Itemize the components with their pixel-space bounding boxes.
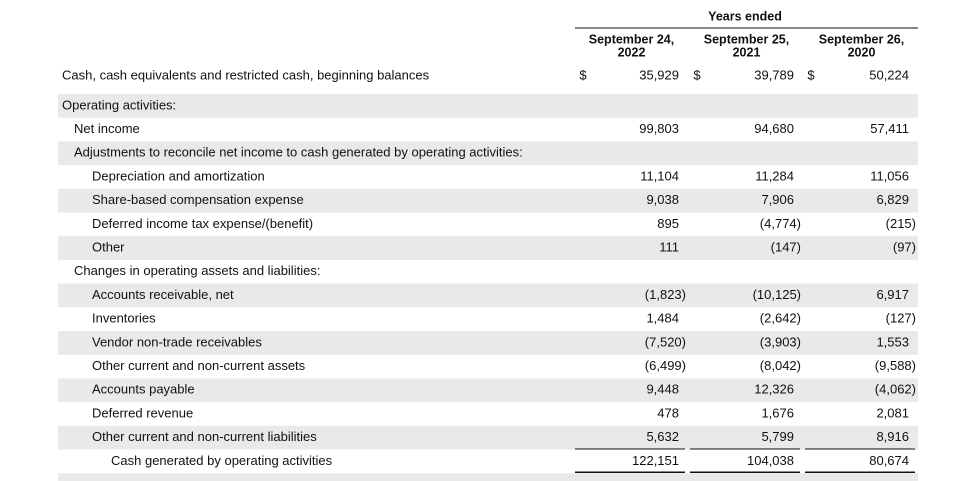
cell-value: (97) xyxy=(893,239,916,254)
cell-value: 104,038 xyxy=(747,453,794,468)
cell-value: 11,104 xyxy=(640,168,679,183)
cell-value: (8,042) xyxy=(760,358,801,373)
row-label: Operating activities: xyxy=(62,97,176,112)
cell-value: (1,823) xyxy=(645,287,686,302)
cell-value: 1,553 xyxy=(876,334,909,349)
cell-value: 111 xyxy=(659,239,679,254)
row-shade xyxy=(58,94,918,118)
row-label: Depreciation and amortization xyxy=(92,168,265,183)
row-label: Inventories xyxy=(92,311,156,326)
cell-value: 1,676 xyxy=(761,405,794,420)
cell-value: (9,588) xyxy=(875,358,916,373)
cell-value: (127) xyxy=(886,311,916,326)
row-shade xyxy=(58,283,918,308)
cell-value: 1,484 xyxy=(646,311,679,326)
cell-value: 11,284 xyxy=(755,168,794,183)
cell-value: 122,151 xyxy=(632,453,679,468)
currency-symbol: $ xyxy=(693,67,701,82)
cell-value: (2,642) xyxy=(760,311,801,326)
header-title: Years ended xyxy=(708,9,782,23)
row-label: Vendor non-trade receivables xyxy=(92,334,262,349)
row-shade xyxy=(58,473,918,481)
cell-value: 8,916 xyxy=(876,429,909,444)
cell-value: 11,056 xyxy=(870,168,909,183)
row-label: Accounts receivable, net xyxy=(92,287,234,302)
cell-value: (147) xyxy=(771,239,801,254)
cell-value: 5,632 xyxy=(646,429,679,444)
column-header: 2020 xyxy=(848,45,876,59)
cell-value: 80,674 xyxy=(869,453,909,468)
row-label: Adjustments to reconcile net income to c… xyxy=(74,145,523,160)
row-label: Changes in operating assets and liabilit… xyxy=(74,263,320,278)
row-shade xyxy=(58,425,918,450)
column-header: 2022 xyxy=(618,45,646,59)
cell-value: 50,224 xyxy=(869,67,909,82)
row-label: Net income xyxy=(74,121,140,136)
row-shade xyxy=(58,236,918,260)
cell-value: 7,906 xyxy=(761,192,794,207)
column-header: September 26, xyxy=(819,32,904,46)
cell-value: 39,789 xyxy=(754,67,794,82)
cell-value: 6,829 xyxy=(876,192,909,207)
row-shade xyxy=(58,141,918,166)
cell-value: 12,326 xyxy=(754,382,794,397)
column-header: 2021 xyxy=(733,45,761,59)
currency-symbol: $ xyxy=(807,67,815,82)
row-shade xyxy=(58,188,918,213)
row-label: Other current and non-current liabilitie… xyxy=(92,429,317,444)
row-shade xyxy=(58,331,918,355)
currency-symbol: $ xyxy=(579,67,587,82)
row-label: Cash generated by operating activities xyxy=(111,453,333,468)
cell-value: 94,680 xyxy=(754,121,794,136)
cell-value: 895 xyxy=(657,216,679,231)
cell-value: (10,125) xyxy=(753,287,801,302)
cell-value: 99,803 xyxy=(639,121,679,136)
row-label: Cash, cash equivalents and restricted ca… xyxy=(62,67,430,82)
cell-value: (4,774) xyxy=(760,216,801,231)
cell-value: (4,062) xyxy=(875,382,916,397)
row-label: Deferred income tax expense/(benefit) xyxy=(92,216,313,231)
row-label: Other xyxy=(92,239,125,254)
cell-value: 35,929 xyxy=(639,67,679,82)
cell-value: 6,917 xyxy=(876,287,909,302)
cell-value: 9,448 xyxy=(646,382,679,397)
cell-value: 2,081 xyxy=(876,405,909,420)
cell-value: 9,038 xyxy=(646,192,679,207)
row-label: Other current and non-current assets xyxy=(92,358,306,373)
cell-value: (6,499) xyxy=(645,358,686,373)
row-shade xyxy=(58,378,918,403)
column-header: September 24, xyxy=(589,32,674,46)
cell-value: (215) xyxy=(886,216,916,231)
cell-value: 478 xyxy=(657,405,679,420)
row-label: Deferred revenue xyxy=(92,405,193,420)
cell-value: 5,799 xyxy=(761,429,794,444)
cell-value: (7,520) xyxy=(645,334,686,349)
column-header: September 25, xyxy=(704,32,789,46)
row-label: Share-based compensation expense xyxy=(92,192,304,207)
row-label: Accounts payable xyxy=(92,382,195,397)
cell-value: (3,903) xyxy=(760,334,801,349)
cell-value: 57,411 xyxy=(870,121,909,136)
